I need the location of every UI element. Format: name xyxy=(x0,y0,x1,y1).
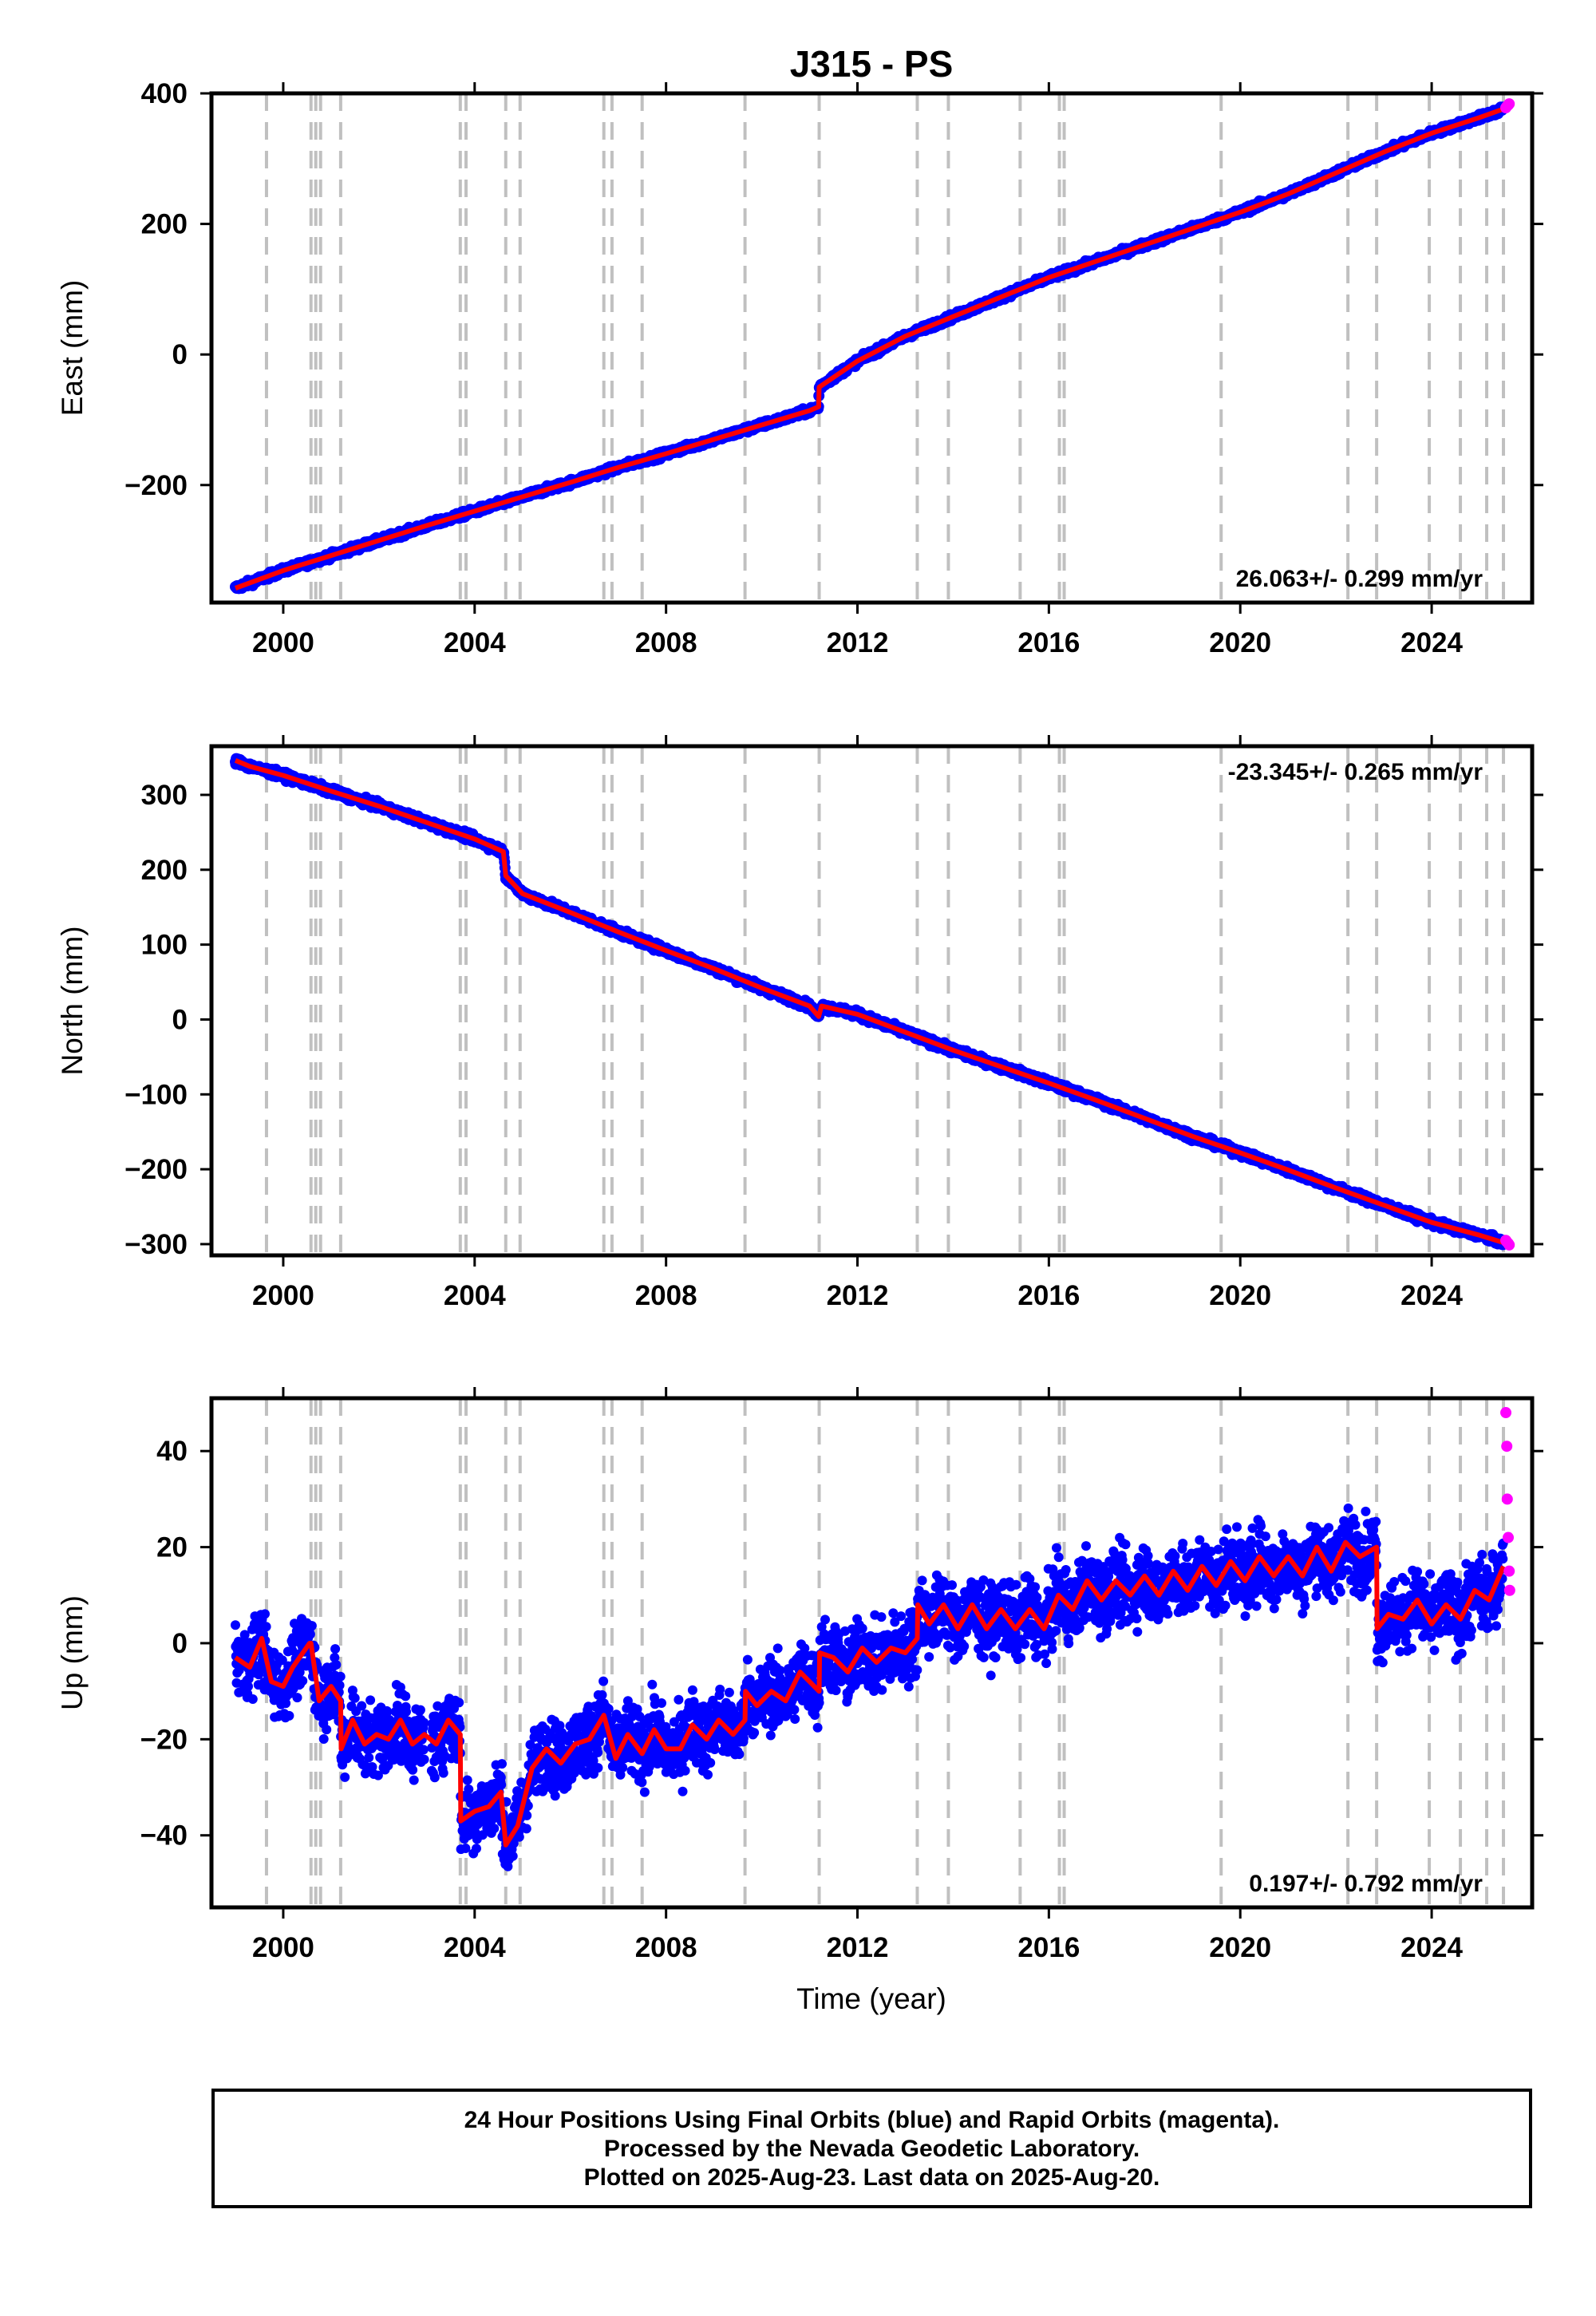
y-tick-label: 0 xyxy=(172,339,188,370)
velocity-annotation: 26.063+/- 0.299 mm/yr xyxy=(1236,566,1483,592)
x-tick-label: 2000 xyxy=(252,627,314,658)
x-tick-label: 2004 xyxy=(444,627,506,658)
rapid-orbit-point xyxy=(1503,98,1515,110)
y-axis-label: East (mm) xyxy=(56,280,89,417)
model-line xyxy=(234,106,1505,591)
plot-area xyxy=(230,746,1515,1255)
panel-1: 2000 2004 2008 2012 2016 2020 2024 −200 0 200 400 E… xyxy=(56,78,1543,658)
panel-2: 2000 2004 2008 2012 2016 2020 2024−300−200−100… xyxy=(56,735,1543,1311)
plot-area xyxy=(230,93,1515,603)
x-tick-label: 2008 xyxy=(635,627,697,658)
y-tick-label: −200 xyxy=(124,470,188,501)
chart-title: J315 - PS xyxy=(790,43,954,85)
final-orbit-points xyxy=(230,101,1509,595)
x-tick-label: 2012 xyxy=(827,627,889,658)
y-tick-label: 400 xyxy=(141,78,188,109)
x-tick-label: 2020 xyxy=(1209,627,1271,658)
y-tick-label: 200 xyxy=(141,209,188,240)
x-tick-label: 2024 xyxy=(1400,627,1463,658)
x-tick-label: 2016 xyxy=(1017,627,1080,658)
final-orbit-points xyxy=(230,753,1509,1251)
panels: 2000 2004 2008 2012 2016 2020 2024 −200 0 200 400 E… xyxy=(56,78,1543,1963)
panel-frame xyxy=(209,91,1535,605)
